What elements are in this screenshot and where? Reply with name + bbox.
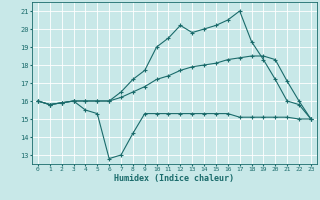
X-axis label: Humidex (Indice chaleur): Humidex (Indice chaleur) [115,174,234,183]
